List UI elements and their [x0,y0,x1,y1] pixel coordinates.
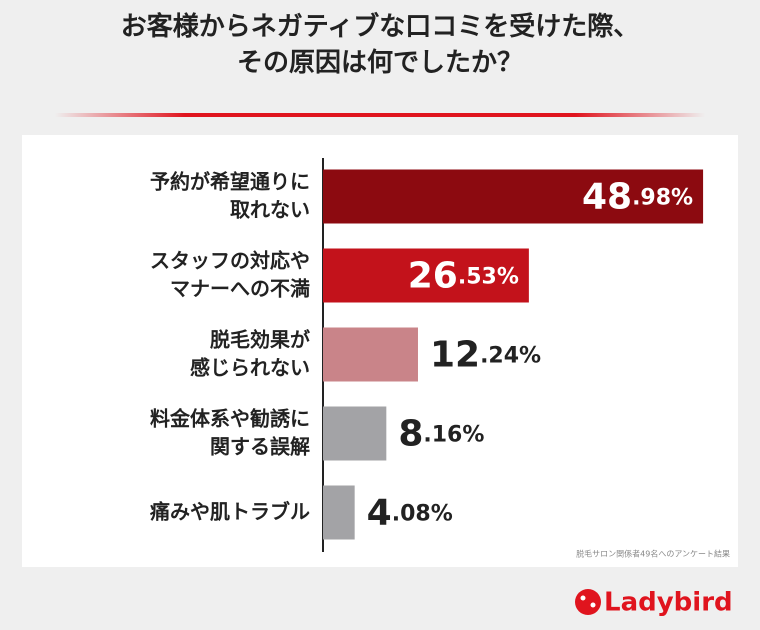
category-label: スタッフの対応やマナーへの不満 [150,248,310,300]
value-label: 12.24% [430,335,541,376]
logo: Ladybird [575,588,733,618]
logo-icon [575,589,601,615]
note: 脱毛サロン関係者49名へのアンケート結果 [576,549,730,559]
category-label: 予約が希望通りに取れない [150,169,310,221]
brand: Ladybird [604,588,733,618]
value-label: 26.53% [408,256,519,297]
logo-dot [580,595,586,601]
category-label: 脱毛効果が感じられない [190,327,310,379]
bar [323,485,355,540]
bar [323,327,418,382]
bar [323,406,387,461]
bar [323,169,704,224]
chart-title: お客様からネガティブな口コミを受けた際、その原因は何でしたか？ [121,11,639,78]
bar [323,248,529,303]
value-label: 8.16% [398,414,484,455]
title-rule [55,113,705,117]
category-label: 料金体系や勧誘に関する誤解 [150,406,310,458]
category-label: 痛みや肌トラブル [150,499,310,523]
value-label: 48.98% [582,177,693,218]
value-label: 4.08% [367,493,453,534]
logo-dot [590,602,596,608]
